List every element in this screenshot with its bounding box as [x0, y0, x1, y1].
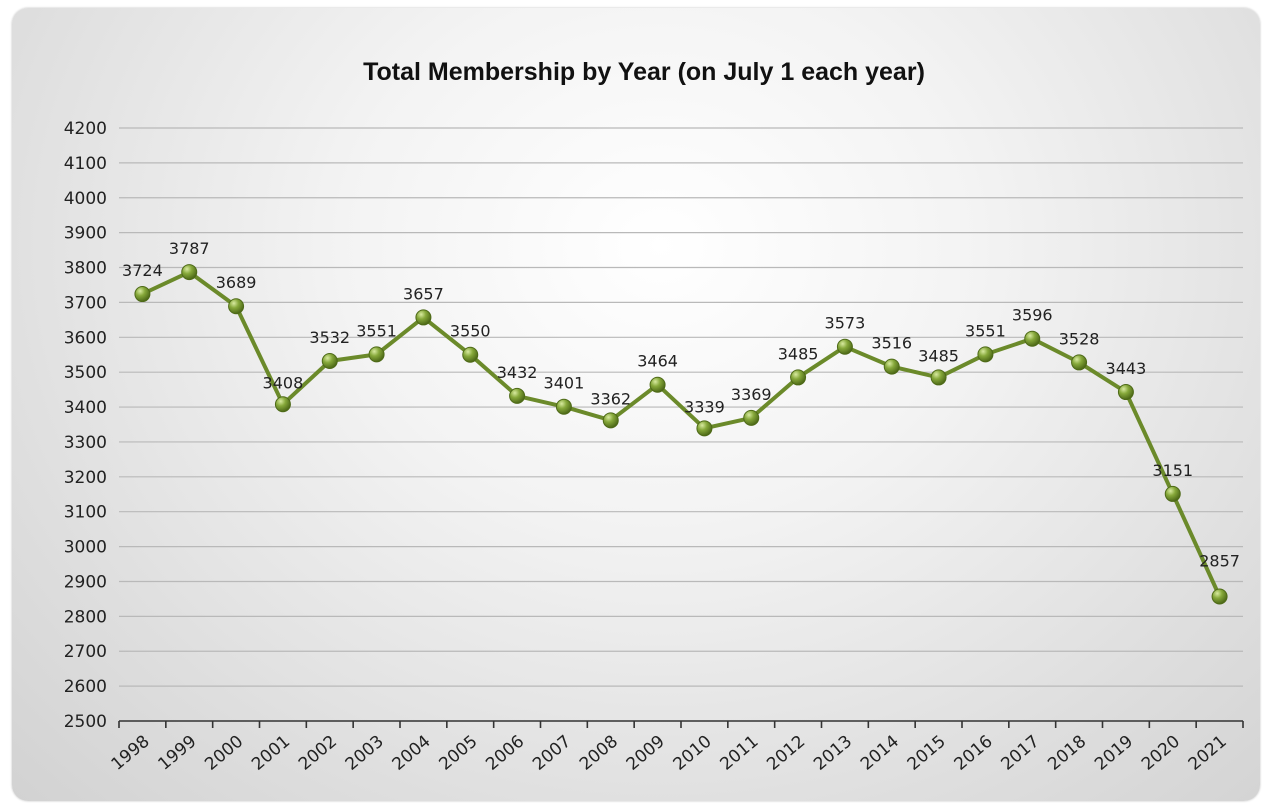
y-tick-label: 3200	[64, 468, 107, 488]
line-chart: Total Membership by Year (on July 1 each…	[64, 58, 1244, 775]
data-label: 3464	[637, 352, 678, 371]
data-point	[1071, 354, 1088, 371]
x-tick-label: 2016	[951, 732, 997, 775]
data-label: 3689	[216, 273, 257, 292]
x-tick-label: 2008	[576, 732, 622, 775]
x-tick-label: 2020	[1138, 732, 1184, 775]
data-point	[649, 376, 666, 393]
data-label: 3596	[1012, 306, 1053, 325]
data-label: 3528	[1059, 329, 1100, 348]
y-tick-label: 2600	[64, 677, 107, 697]
data-label: 3724	[122, 261, 163, 280]
x-tick-label: 2018	[1044, 732, 1090, 775]
data-point	[134, 286, 151, 303]
x-tick-label: 2013	[810, 732, 856, 775]
data-label: 3485	[918, 346, 959, 365]
data-point	[1164, 485, 1181, 502]
x-tick-label: 1998	[108, 732, 154, 775]
data-label: 3551	[356, 321, 397, 340]
data-label: 3339	[684, 397, 725, 416]
data-point	[743, 409, 760, 426]
x-tick-label: 2005	[435, 732, 481, 775]
y-tick-label: 2800	[64, 607, 107, 627]
data-point	[790, 369, 807, 386]
x-tick-label: 2003	[342, 732, 388, 775]
data-point	[274, 396, 291, 413]
data-label: 3551	[965, 321, 1006, 340]
data-point	[602, 412, 619, 429]
data-point	[228, 298, 245, 315]
x-axis: 1998 1999 2000 2001 2002 2003 2004 2005 2006 2007…	[108, 720, 1244, 775]
data-point	[930, 369, 947, 386]
data-label: 3532	[309, 328, 350, 347]
x-tick-label: 2009	[623, 732, 669, 775]
x-tick-label: 2014	[857, 732, 903, 775]
data-label: 3362	[590, 389, 631, 408]
y-tick-label: 3300	[64, 433, 107, 453]
data-label: 3443	[1106, 359, 1147, 378]
x-tick-label: 2006	[482, 732, 528, 775]
y-tick-label: 3600	[64, 328, 107, 348]
data-label: 2857	[1199, 551, 1240, 570]
data-label: 3151	[1152, 461, 1193, 480]
data-point	[462, 346, 479, 363]
x-tick-label: 2002	[295, 732, 341, 775]
x-tick-label: 2001	[248, 732, 294, 775]
y-tick-label: 4100	[64, 154, 107, 174]
x-tick-label: 2000	[201, 732, 247, 775]
series-membership	[134, 264, 1228, 605]
data-point	[977, 346, 994, 363]
data-point	[368, 346, 385, 363]
x-tick-label: 2015	[904, 732, 950, 775]
y-tick-label: 3700	[64, 293, 107, 313]
data-label: 3787	[169, 239, 210, 258]
data-point	[1117, 384, 1134, 401]
y-tick-label: 2700	[64, 642, 107, 662]
y-tick-label: 2500	[64, 712, 107, 732]
data-labels: 3724 3787 3689 3408 3532 3551 3657 3550 3432 3401…	[122, 239, 1240, 570]
data-point	[321, 353, 338, 370]
chart-panel: Total Membership by Year (on July 1 each…	[12, 8, 1260, 801]
data-point	[415, 309, 432, 326]
data-label: 3573	[825, 314, 866, 333]
data-point	[883, 358, 900, 375]
data-point	[836, 338, 853, 355]
x-tick-label: 2021	[1185, 732, 1231, 775]
data-label: 3432	[497, 363, 538, 382]
x-tick-label: 2017	[997, 732, 1043, 775]
data-point	[696, 420, 713, 437]
y-tick-label: 4000	[64, 189, 107, 209]
x-tick-label: 1999	[154, 732, 200, 775]
y-tick-label: 3400	[64, 398, 107, 418]
data-label: 3657	[403, 284, 444, 303]
x-tick-label: 2011	[716, 732, 762, 775]
data-label: 3401	[544, 374, 585, 393]
y-tick-label: 3500	[64, 363, 107, 383]
y-tick-label: 4200	[64, 119, 107, 139]
data-label: 3408	[263, 373, 304, 392]
x-tick-label: 2012	[763, 732, 809, 775]
data-point	[509, 387, 526, 404]
gridlines	[119, 127, 1243, 687]
series-line	[140, 270, 1222, 599]
data-point	[181, 264, 198, 281]
data-label: 3550	[450, 322, 491, 341]
data-label: 3369	[731, 385, 772, 404]
data-label: 3516	[871, 334, 912, 353]
x-tick-label: 2004	[389, 732, 435, 775]
y-tick-label: 3100	[64, 503, 107, 523]
y-tick-label: 3000	[64, 538, 107, 558]
y-tick-label: 3900	[64, 224, 107, 244]
chart-title: Total Membership by Year (on July 1 each…	[363, 58, 925, 86]
x-tick-label: 2007	[529, 732, 575, 775]
data-point	[1211, 588, 1228, 605]
y-tick-label: 3800	[64, 259, 107, 279]
x-tick-label: 2010	[670, 732, 716, 775]
data-point	[1024, 330, 1041, 347]
x-tick-label: 2019	[1091, 732, 1137, 775]
data-label: 3485	[778, 344, 819, 363]
y-axis: 2500 2600 2700 2800 2900 3000 3100 3200 3300 3400…	[64, 119, 107, 732]
data-point	[555, 398, 572, 415]
y-tick-label: 2900	[64, 572, 107, 592]
